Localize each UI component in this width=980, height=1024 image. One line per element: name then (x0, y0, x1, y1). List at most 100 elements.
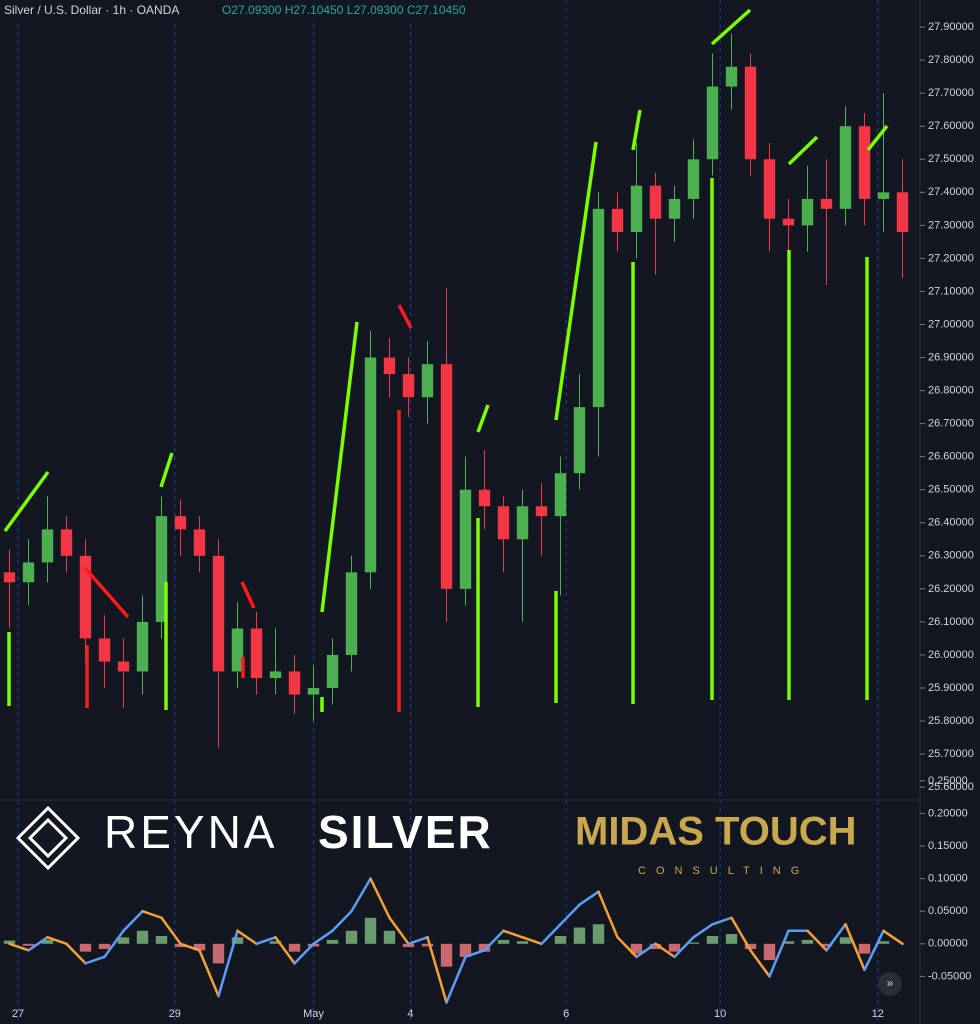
macd-segment (825, 923, 847, 952)
trend-line (240, 581, 256, 609)
histogram-bar (155, 936, 168, 944)
y-tick-label: 27.00000 (928, 318, 974, 330)
x-tick-label: 12 (872, 1008, 884, 1020)
ohlc: O27.09300 H27.10450 L27.09300 C27.10450 (222, 3, 466, 17)
candle-body (687, 159, 700, 199)
histogram-bar (402, 943, 415, 948)
logo-text: MIDAS TOUCH (575, 810, 856, 854)
candle-body (3, 572, 16, 583)
histogram-bar (345, 930, 358, 944)
histogram-bar (516, 941, 529, 944)
candle-body (801, 198, 814, 226)
annotations (3, 8, 889, 712)
candle-body (630, 185, 643, 232)
candle-body (839, 126, 852, 209)
candle-body (22, 562, 35, 583)
macd-segment (312, 929, 334, 946)
candle-body (877, 192, 890, 199)
y-tick-label: 0.25000 (928, 775, 968, 787)
candle-body (497, 506, 510, 540)
histogram-bar (440, 943, 453, 967)
y-tick-label: 27.80000 (928, 54, 974, 66)
trend-line (787, 135, 819, 166)
macd-segment (768, 929, 790, 978)
histogram-bar (459, 943, 472, 957)
histogram-bar (117, 937, 130, 944)
macd-segment (46, 936, 68, 946)
candle-body (459, 489, 472, 589)
y-tick-label: 27.20000 (928, 252, 974, 264)
candle-body (288, 671, 301, 695)
histogram-bar (41, 939, 54, 944)
candle-body (820, 198, 833, 209)
macd-segment (331, 909, 353, 933)
histogram-bar (782, 941, 795, 944)
histogram-bar (3, 940, 16, 944)
candle-body (421, 364, 434, 398)
macd-segment (350, 877, 372, 913)
histogram-bar (269, 941, 282, 944)
histogram-bar (630, 943, 643, 954)
candle-body (307, 687, 320, 695)
logo-text: REYNA (104, 806, 277, 858)
macd-segment (540, 923, 562, 946)
y-tick-label: 26.80000 (928, 384, 974, 396)
trend-line (554, 141, 598, 421)
scroll-button[interactable] (878, 972, 902, 996)
candle-body (212, 555, 225, 672)
header-bg (0, 0, 470, 22)
y-tick-label: 27.90000 (928, 21, 974, 33)
candle-body (231, 628, 244, 672)
trend-line (397, 304, 413, 329)
symbol: Silver / U.S. Dollar · 1h · OANDA (4, 3, 179, 17)
macd-segment (274, 936, 296, 965)
macd-segment (369, 877, 391, 920)
histogram-bar (725, 934, 738, 944)
macd-segment (597, 890, 619, 939)
macd-segment (407, 936, 429, 946)
y-tick-label: 26.00000 (928, 649, 974, 661)
macd-segment (464, 949, 486, 959)
macd-segment (198, 949, 220, 998)
histogram-bar (231, 937, 244, 944)
y-tick-label: 25.60000 (928, 781, 974, 793)
candle-body (649, 185, 662, 219)
y-tick-label: 26.10000 (928, 616, 974, 628)
macd-segment (122, 909, 144, 933)
y-tick-label: 26.90000 (928, 351, 974, 363)
candle-body (345, 572, 358, 655)
x-tick-label: 6 (563, 1008, 569, 1020)
macd-segment (654, 942, 676, 959)
y-tick-label: 26.60000 (928, 451, 974, 463)
histogram-bar (687, 942, 700, 944)
histogram-bar (706, 936, 719, 944)
macd-segment (673, 936, 695, 959)
trend-line (83, 566, 130, 619)
histogram-bar (98, 943, 111, 950)
y-tick-label: 25.70000 (928, 748, 974, 760)
macd-segment (711, 916, 733, 926)
candle-body (60, 529, 73, 556)
macd-segment (749, 949, 771, 978)
candle-body (193, 529, 206, 556)
macd-segment (27, 936, 49, 952)
histogram-bar (877, 941, 890, 944)
y-tick-label: -0.05000 (928, 970, 971, 982)
candle-body (573, 407, 586, 474)
macd-segment (635, 942, 657, 959)
macd-segment (692, 923, 714, 939)
histogram-bar (763, 943, 776, 961)
macd-segment (882, 929, 904, 946)
macd-segment (103, 929, 125, 959)
histogram-bar (136, 930, 149, 944)
y-tick-label: 25.90000 (928, 682, 974, 694)
scroll-icon[interactable]: » (887, 976, 894, 990)
histogram-bar (573, 927, 586, 944)
y-tick-label: 0.10000 (928, 873, 968, 885)
y-tick-label: 26.40000 (928, 517, 974, 529)
macd-segment (293, 942, 315, 965)
logo-right: MIDAS TOUCH CONSULTING (575, 810, 856, 877)
candle-body (41, 529, 54, 563)
candle-body (858, 126, 871, 199)
candle-body (250, 628, 263, 679)
